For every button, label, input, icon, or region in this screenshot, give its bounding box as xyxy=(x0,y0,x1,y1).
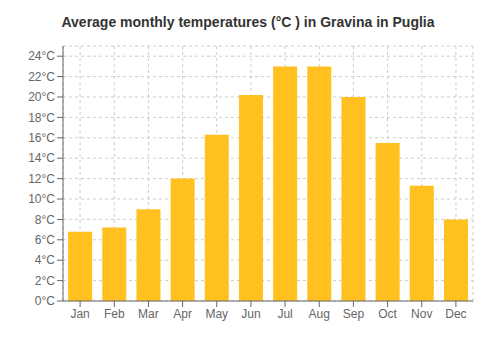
svg-text:22°C: 22°C xyxy=(28,70,55,84)
svg-text:Sep: Sep xyxy=(343,307,365,321)
svg-text:Jan: Jan xyxy=(70,307,89,321)
svg-text:May: May xyxy=(205,307,228,321)
svg-text:4°C: 4°C xyxy=(35,253,55,267)
svg-text:Feb: Feb xyxy=(104,307,125,321)
svg-text:Dec: Dec xyxy=(445,307,466,321)
svg-text:16°C: 16°C xyxy=(28,131,55,145)
svg-text:6°C: 6°C xyxy=(35,233,55,247)
svg-text:Mar: Mar xyxy=(138,307,159,321)
svg-text:8°C: 8°C xyxy=(35,213,55,227)
svg-text:20°C: 20°C xyxy=(28,90,55,104)
html-text:Average monthly temperatures (: Average monthly temperatures (°C ) in Gr… xyxy=(61,14,435,30)
svg-text:2°C: 2°C xyxy=(35,274,55,288)
svg-text:Oct: Oct xyxy=(378,307,397,321)
svg-text:Nov: Nov xyxy=(411,307,432,321)
svg-text:18°C: 18°C xyxy=(28,111,55,125)
svg-text:Aug: Aug xyxy=(309,307,330,321)
svg-text:Apr: Apr xyxy=(173,307,192,321)
svg-text:Jul: Jul xyxy=(277,307,292,321)
svg-text:Jun: Jun xyxy=(241,307,260,321)
svg-text:24°C: 24°C xyxy=(28,49,55,63)
svg-text:0°C: 0°C xyxy=(35,294,55,308)
svg-text:12°C: 12°C xyxy=(28,172,55,186)
svg-text:10°C: 10°C xyxy=(28,192,55,206)
svg-text:14°C: 14°C xyxy=(28,151,55,165)
